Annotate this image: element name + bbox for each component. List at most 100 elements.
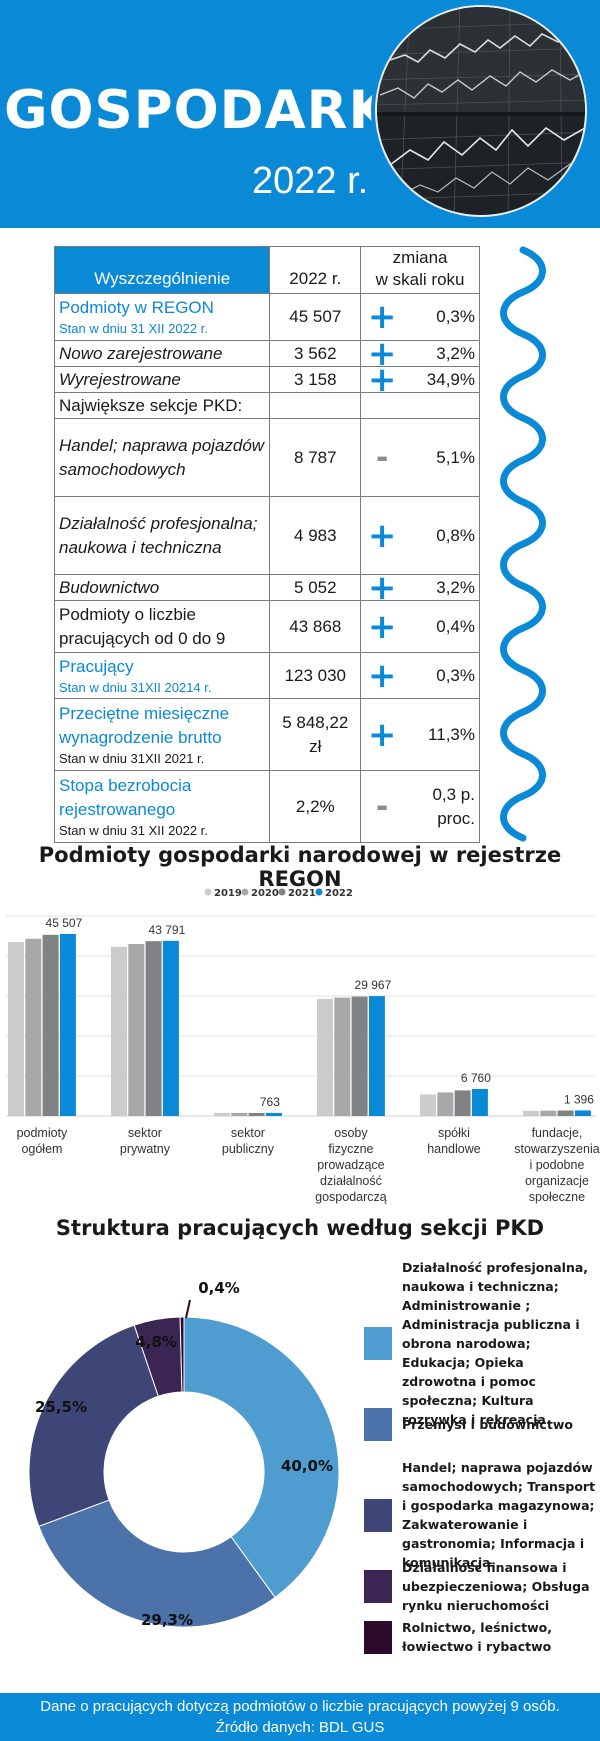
row-sublabel: Stan w dniu 31 XII 2022 r.	[59, 822, 208, 838]
row-value	[269, 392, 362, 419]
row-label-cell: Wyrejestrowane	[53, 366, 271, 393]
bar-category-label: organizacje	[525, 1174, 589, 1188]
row-label-cell: Podmioty w REGON Stan w dniu 31 XII 2022 …	[53, 293, 271, 341]
donut-slice	[38, 1499, 276, 1628]
donut-chart-title: Struktura pracujących według sekcji PKD	[55, 1216, 545, 1240]
bar-category-label: sektor	[128, 1126, 162, 1140]
legend-item-services: Działalność profesjonalna, naukowa i tec…	[364, 1258, 600, 1429]
donut-label: 0,4%	[198, 1279, 240, 1297]
bar-category-label: osoby	[334, 1126, 368, 1140]
legend-marker	[241, 888, 249, 896]
bar-2020	[334, 997, 351, 1116]
row-change-cell: +0,4%	[360, 600, 480, 653]
legend-marker	[204, 888, 212, 896]
bar-data-label: 45 507	[46, 916, 83, 930]
col-header-label: Wyszczególnienie	[53, 246, 271, 294]
bar-category-label: prowadzące	[317, 1158, 384, 1172]
table-row: Wyrejestrowane 3 158 +34,9%	[53, 363, 480, 397]
row-change-cell: ▬ 0,3 p. proc.	[360, 770, 480, 843]
row-label: Największe sekcje PKD:	[59, 395, 243, 415]
row-value: 4 983	[269, 496, 362, 575]
donut-label: 40,0%	[281, 1457, 333, 1475]
row-change-value: 0,8%	[436, 525, 475, 545]
increase-icon: +	[367, 297, 397, 337]
bar-2022	[265, 1112, 282, 1116]
bar-2019	[8, 942, 24, 1116]
row-label-cell: Działalność profesjonalna; naukowa i tec…	[53, 496, 271, 575]
row-change-cell: +0,3%	[360, 652, 480, 699]
increase-icon: +	[367, 567, 397, 608]
row-change-value: 0,3%	[436, 307, 475, 326]
increase-icon: +	[367, 606, 397, 647]
row-change-value: 0,3%	[436, 665, 475, 685]
col-header-change: zmiana w skali roku	[360, 246, 480, 294]
donut-slice	[179, 1316, 185, 1393]
table-row: Nowo zarejestrowane 3 562 +3,2%	[53, 337, 480, 371]
legend-swatch	[364, 1327, 392, 1360]
legend-item-trade: Handel; naprawa pojazdów samochodowych; …	[364, 1458, 600, 1572]
donut-slice	[183, 1316, 340, 1599]
legend-label: 2020	[251, 888, 279, 899]
table-row: Podmioty w REGON Stan w dniu 31 XII 2022 …	[53, 293, 480, 341]
bar-category-label: fundacje,	[532, 1126, 583, 1140]
row-label: Stopa bezrobocia rejestrowanego	[59, 775, 192, 819]
donut-leader-line	[185, 1299, 191, 1319]
bar-2019	[111, 946, 127, 1116]
row-change-value: 5,1%	[436, 447, 475, 467]
bar-data-labels: 45 507 43 791 763 29 967 6 760 1 396	[46, 916, 595, 1109]
row-label-cell: Przeciętne miesięczne wynagrodzenie brut…	[53, 698, 271, 771]
row-label: Podmioty w REGON	[59, 298, 214, 317]
table-row: Handel; naprawa pojazdów samochodowych 8 …	[53, 418, 480, 497]
table-row: Przeciętne miesięczne wynagrodzenie brut…	[53, 698, 480, 771]
row-change-cell: +3,2%	[360, 567, 480, 608]
bar-data-label: 763	[260, 1095, 280, 1109]
bar-series	[8, 933, 591, 1116]
row-change-value: 11,3%	[428, 724, 475, 744]
bar-2021	[42, 934, 59, 1116]
table-row: Budownictwo 5 052 +3,2%	[53, 567, 480, 608]
row-value: 5 052	[269, 574, 362, 601]
footer-source: Źródło danych: BDL GUS	[215, 1719, 385, 1736]
donut-label: 29,3%	[141, 1611, 193, 1629]
bar-legend: 2019 2020 2021 2022	[204, 888, 353, 899]
bar-2021	[248, 1112, 265, 1116]
legend-swatch	[364, 1570, 392, 1603]
row-label-cell: Nowo zarejestrowane	[53, 340, 271, 367]
decrease-icon: ▬	[376, 799, 388, 814]
legend-label: Handel; naprawa pojazdów samochodowych; …	[402, 1460, 596, 1570]
row-change-cell: +3,2%	[360, 337, 480, 371]
row-change-value: 34,9%	[426, 369, 475, 389]
bar-category-label: prywatny	[120, 1142, 171, 1156]
donut-slices	[28, 1316, 340, 1628]
row-change-cell: +34,9%	[360, 363, 480, 397]
row-change-cell: +11,3%	[360, 698, 480, 771]
row-value: 43 868	[269, 600, 362, 653]
row-label: Działalność profesjonalna; naukowa i tec…	[59, 513, 258, 557]
legend-label: 2021	[288, 888, 316, 899]
legend-swatch	[364, 1620, 392, 1654]
bar-data-label: 29 967	[355, 978, 392, 992]
row-label-cell: Handel; naprawa pojazdów samochodowych	[53, 418, 271, 497]
legend-marker	[315, 888, 323, 896]
row-value: 123 030	[269, 652, 362, 699]
bar-category-label: handlowe	[427, 1142, 481, 1156]
legend-item-finance: Działalność finansowa i ubezpieczeniowa;…	[364, 1558, 600, 1615]
bar-category-label: spółki	[438, 1126, 470, 1140]
row-label: Budownictwo	[59, 577, 160, 597]
legend-marker	[278, 888, 286, 896]
table-body: Podmioty w REGON Stan w dniu 31 XII 2022 …	[53, 293, 480, 843]
legend-item-agriculture: Rolnictwo, leśnictwo, łowiectwo i rybact…	[364, 1618, 600, 1656]
page-year: 2022 r.	[252, 160, 369, 202]
row-label: Podmioty o liczbie pracujących od 0 do 9	[59, 604, 226, 648]
row-label-cell: Największe sekcje PKD:	[53, 392, 271, 419]
bar-2020	[128, 944, 145, 1116]
bar-category-label: społeczne	[529, 1190, 585, 1204]
pkd-donut-chart: 40,0% 29,3% 25,5% 4,8% 0,4%	[28, 1279, 340, 1629]
bar-2019	[214, 1112, 230, 1116]
increase-icon: +	[367, 655, 397, 696]
table-row: Największe sekcje PKD:	[53, 392, 480, 419]
legend-label: Działalność finansowa i ubezpieczeniowa;…	[402, 1560, 590, 1613]
bar-data-label: 43 791	[149, 923, 186, 937]
row-change-cell: +0,8%	[360, 496, 480, 575]
bar-category-label: ogółem	[21, 1142, 62, 1156]
